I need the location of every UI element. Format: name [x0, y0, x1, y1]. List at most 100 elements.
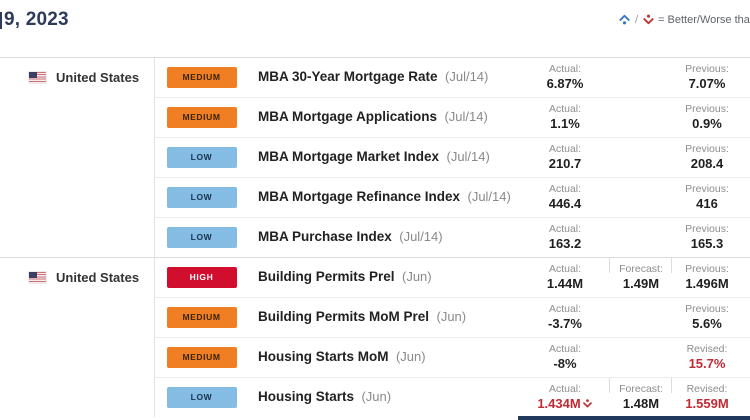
event-row[interactable]: United States HIGH Building Permits Prel…: [0, 257, 750, 297]
country-cell: [0, 337, 155, 377]
previous-cell: Previous: 0.9%: [672, 97, 742, 137]
event-row[interactable]: LOW MBA Mortgage Refinance Index (Jul/14…: [0, 177, 750, 217]
previous-cell: Previous: 7.07%: [672, 57, 742, 97]
event-cell[interactable]: Housing Starts (Jun): [248, 388, 520, 406]
forecast-cell: [610, 177, 672, 217]
country-cell: United States: [0, 57, 155, 97]
us-flag-icon: [29, 71, 46, 83]
forecast-cell: [610, 337, 672, 377]
economic-calendar-table: United States MEDIUM MBA 30-Year Mortgag…: [0, 57, 750, 417]
importance-badge: LOW: [166, 186, 237, 208]
forecast-cell: [610, 97, 672, 137]
event-period: (Jun): [395, 349, 426, 364]
importance-badge: MEDIUM: [166, 346, 237, 368]
event-period: (Jun): [361, 389, 392, 404]
event-row[interactable]: LOW Housing Starts (Jun) Actual: 1.434M …: [0, 377, 750, 417]
previous-cell: Previous: 416: [672, 177, 742, 217]
event-row[interactable]: LOW MBA Mortgage Market Index (Jul/14) A…: [0, 137, 750, 177]
actual-value: 1.434M: [520, 396, 610, 412]
previous-cell: Previous: 208.4: [672, 137, 742, 177]
actual-value: -3.7%: [548, 315, 582, 331]
event-cell[interactable]: MBA Mortgage Market Index (Jul/14): [248, 148, 520, 166]
actual-cell: Actual: 6.87%: [520, 57, 610, 97]
forecast-cell: [610, 57, 672, 97]
country-name: United States: [56, 69, 140, 85]
revised-value: 15.7%: [688, 355, 726, 371]
event-period: (Jul/14): [445, 69, 489, 84]
event-cell[interactable]: MBA Purchase Index (Jul/14): [248, 228, 520, 246]
previous-value: 165.3: [690, 235, 724, 251]
forecast-cell: Forecast: 1.49M: [609, 257, 672, 297]
clipped-date-digit: [0, 12, 2, 29]
calendar-header: 9, 2023 / = Better/Worse than Fo: [0, 0, 750, 57]
previous-cell: Previous: 165.3: [672, 217, 742, 257]
previous-value: 1.496M: [685, 275, 729, 291]
country-cell: [0, 177, 155, 217]
actual-value: 1.44M: [546, 275, 584, 291]
actual-value: 163.2: [548, 235, 582, 251]
importance-cell: MEDIUM: [155, 66, 248, 88]
event-period: (Jul/14): [446, 149, 490, 164]
date-heading: 9, 2023: [4, 9, 69, 30]
actual-cell: Actual: 1.44M: [520, 257, 610, 297]
event-name: MBA Mortgage Market Index: [258, 149, 440, 164]
country-cell: [0, 97, 155, 137]
event-period: (Jul/14): [467, 189, 511, 204]
event-row[interactable]: LOW MBA Purchase Index (Jul/14) Actual: …: [0, 217, 750, 257]
better-icon: [618, 13, 631, 26]
forecast-cell: [610, 297, 672, 337]
event-period: (Jul/14): [399, 229, 443, 244]
actual-value: -8%: [553, 355, 577, 371]
event-cell[interactable]: MBA 30-Year Mortgage Rate (Jul/14): [248, 68, 520, 86]
worse-icon: [582, 398, 593, 409]
event-cell[interactable]: MBA Mortgage Refinance Index (Jul/14): [248, 188, 520, 206]
event-name: MBA 30-Year Mortgage Rate: [258, 69, 438, 84]
actual-cell: Actual: -8%: [520, 337, 610, 377]
importance-cell: LOW: [155, 386, 248, 408]
legend-separator: /: [635, 13, 639, 26]
previous-cell: Revised: 15.7%: [672, 337, 742, 377]
importance-cell: LOW: [155, 186, 248, 208]
previous-value: 5.6%: [692, 315, 722, 331]
revised-value: 1.559M: [685, 395, 729, 411]
importance-badge: LOW: [166, 146, 237, 168]
importance-cell: MEDIUM: [155, 306, 248, 328]
previous-cell: Revised: 1.559M: [671, 377, 742, 417]
forecast-value: 1.49M: [622, 275, 660, 291]
event-name: Building Permits Prel: [258, 269, 395, 284]
event-row[interactable]: MEDIUM Building Permits MoM Prel (Jun) A…: [0, 297, 750, 337]
event-row[interactable]: United States MEDIUM MBA 30-Year Mortgag…: [0, 57, 750, 97]
event-period: (Jun): [401, 269, 432, 284]
previous-cell: Previous: 1.496M: [671, 257, 742, 297]
actual-cell: Actual: 210.7: [520, 137, 610, 177]
importance-badge: MEDIUM: [166, 106, 237, 128]
previous-value: 416: [696, 195, 718, 211]
importance-badge: HIGH: [166, 266, 237, 288]
actual-value: 1.1%: [550, 115, 580, 131]
event-cell[interactable]: Housing Starts MoM (Jun): [248, 348, 520, 366]
importance-cell: LOW: [155, 226, 248, 248]
event-period: (Jun): [436, 309, 467, 324]
event-cell[interactable]: Building Permits Prel (Jun): [248, 268, 520, 286]
worse-icon: [642, 13, 655, 26]
actual-cell: Actual: 163.2: [520, 217, 610, 257]
event-row[interactable]: MEDIUM MBA Mortgage Applications (Jul/14…: [0, 97, 750, 137]
event-name: MBA Mortgage Refinance Index: [258, 189, 461, 204]
us-flag-icon: [29, 271, 46, 283]
event-name: MBA Purchase Index: [258, 229, 392, 244]
country-cell: [0, 137, 155, 177]
actual-value: 210.7: [548, 155, 582, 171]
country-name: United States: [56, 269, 140, 285]
event-row[interactable]: MEDIUM Housing Starts MoM (Jun) Actual: …: [0, 337, 750, 377]
previous-cell: Previous: 5.6%: [672, 297, 742, 337]
event-cell[interactable]: MBA Mortgage Applications (Jul/14): [248, 108, 520, 126]
importance-badge: MEDIUM: [166, 66, 237, 88]
importance-badge: LOW: [166, 226, 237, 248]
event-name: Building Permits MoM Prel: [258, 309, 430, 324]
event-period: (Jul/14): [444, 109, 488, 124]
importance-badge: MEDIUM: [166, 306, 237, 328]
importance-cell: HIGH: [155, 266, 248, 288]
event-cell[interactable]: Building Permits MoM Prel (Jun): [248, 308, 520, 326]
event-name: Housing Starts MoM: [258, 349, 389, 364]
previous-value: 208.4: [690, 155, 724, 171]
